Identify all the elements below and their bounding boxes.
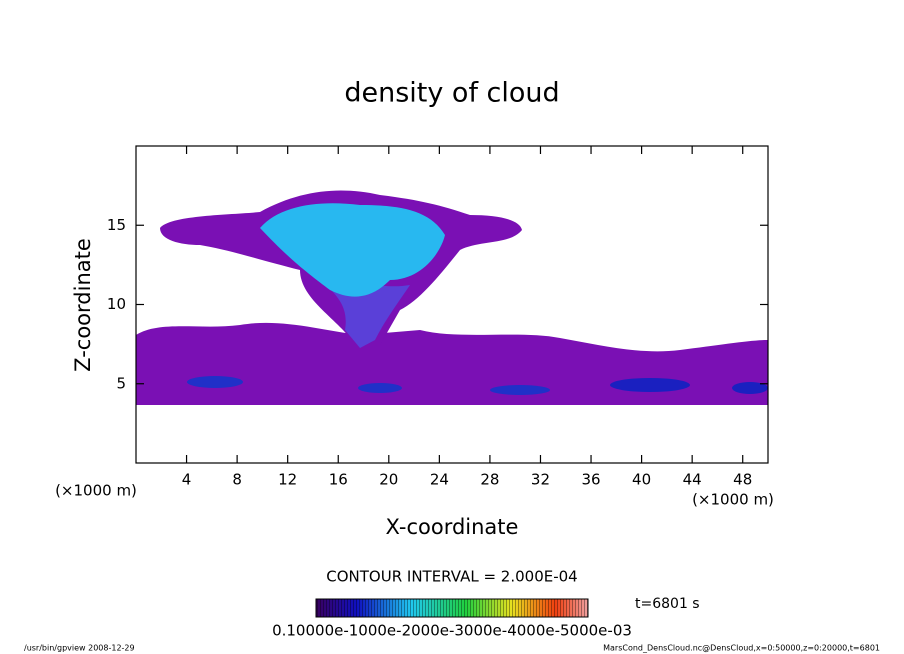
x-unit-label: (×1000 m) (692, 491, 774, 509)
x-tick-label: 36 (581, 471, 600, 489)
chart-title: density of cloud (344, 78, 559, 109)
colorbar-stripes (316, 599, 588, 617)
contour-interval: CONTOUR INTERVAL = 2.000E-04 (326, 568, 577, 586)
y-tick-label: 10 (107, 295, 126, 313)
x-tick-label: 44 (683, 471, 702, 489)
cloud-region (260, 203, 445, 297)
cloud-region (136, 322, 768, 405)
cloud-region (490, 385, 550, 395)
x-tick-label: 8 (232, 471, 242, 489)
cloud-region (358, 383, 402, 393)
x-tick-label: 12 (278, 471, 297, 489)
x-tick-label: 24 (430, 471, 449, 489)
plot-frame (135, 145, 769, 464)
x-tick-label: 20 (379, 471, 398, 489)
y-unit-label: (×1000 m) (55, 482, 137, 500)
x-tick-label: 48 (733, 471, 752, 489)
footer-right: MarsCond_DensCloud.nc@DensCloud,x=0:5000… (603, 644, 880, 653)
y-tick-label: 5 (116, 374, 126, 392)
cloud-region (187, 376, 243, 388)
x-tick-label: 40 (632, 471, 651, 489)
x-tick-label: 16 (329, 471, 348, 489)
x-axis-label: X-coordinate (386, 515, 519, 539)
y-axis-label: Z-coordinate (71, 238, 95, 372)
x-tick-label: 4 (182, 471, 192, 489)
x-tick-label: 28 (480, 471, 499, 489)
cloud-region (610, 378, 690, 392)
cloud-field (136, 190, 768, 405)
x-tick-label: 32 (531, 471, 550, 489)
colorbar-labels: 0.10000e-1000e-2000e-3000e-4000e-5000e-0… (272, 622, 632, 640)
cloud-region (732, 382, 768, 394)
y-tick-label: 15 (107, 216, 126, 234)
footer-left: /usr/bin/gpview 2008-12-29 (24, 644, 135, 653)
time-label: t=6801 s (635, 596, 700, 612)
